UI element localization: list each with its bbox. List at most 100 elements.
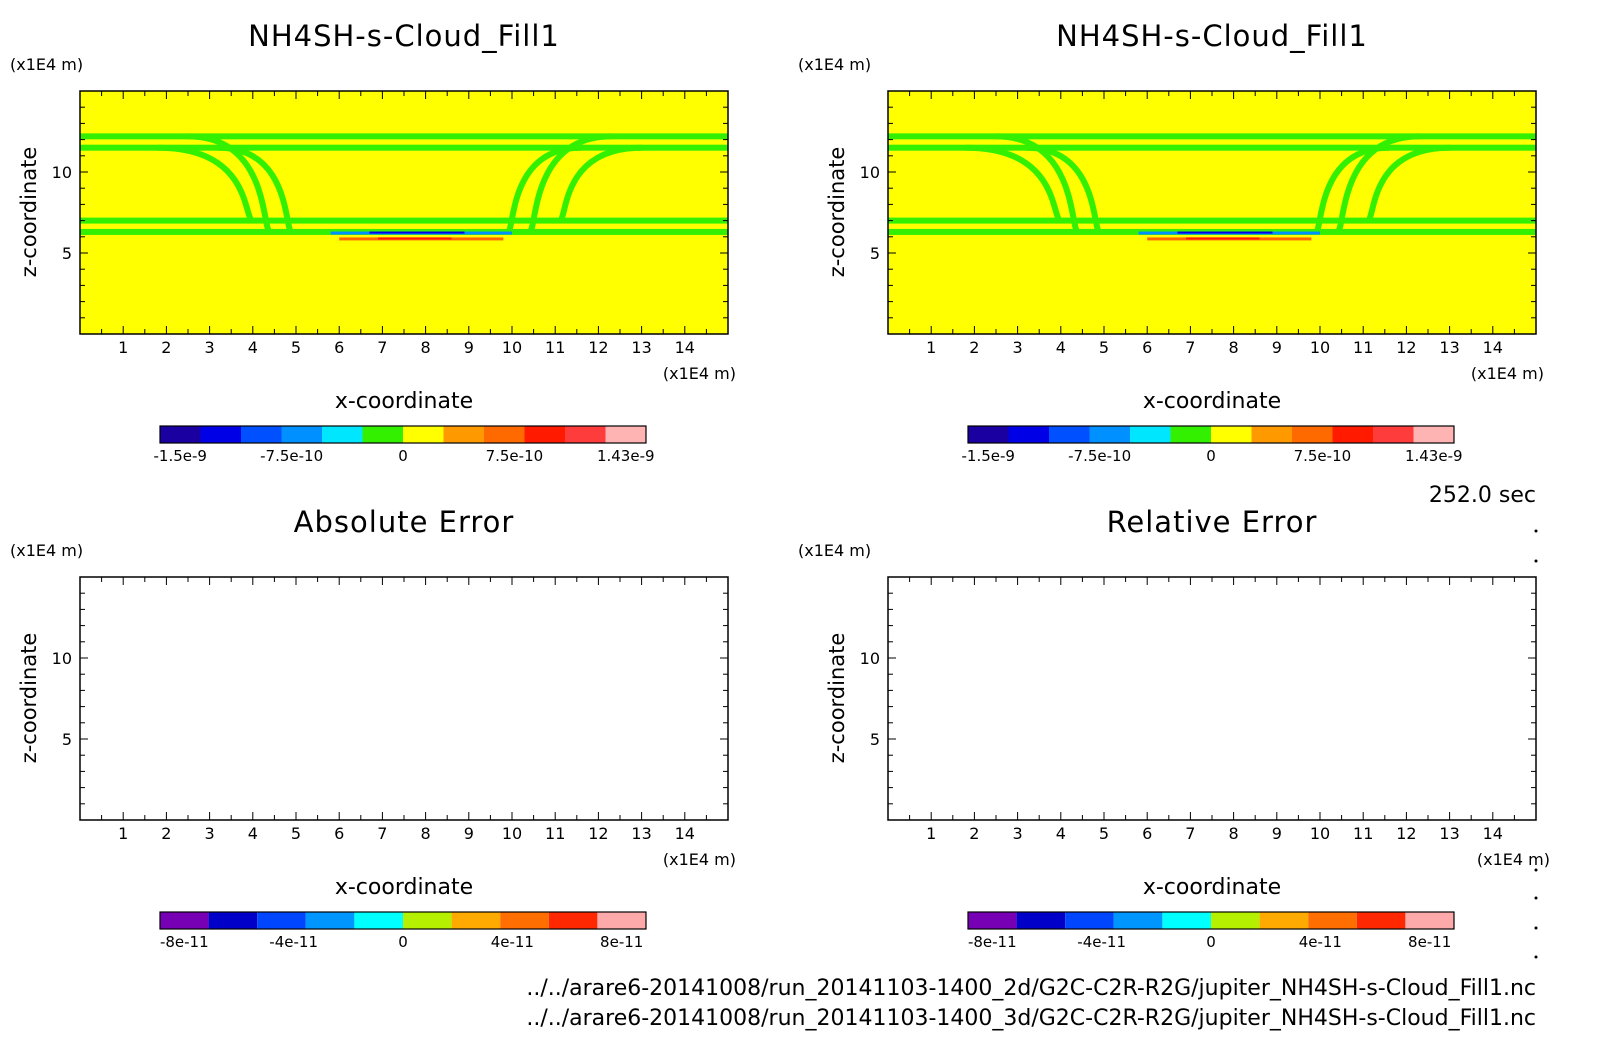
x-tick-label: 10 xyxy=(502,338,522,357)
colorbar-swatch xyxy=(1008,426,1049,443)
panel-bottom-left: Absolute Error (x1E4 m) 1 2 3 4 5 6 7 8 9 10 11 12 1… xyxy=(10,505,736,951)
colorbar-label: 4e-11 xyxy=(491,933,534,951)
colorbar-swatch xyxy=(281,426,322,443)
y-unit-label: (x1E4 m) xyxy=(798,55,871,74)
y-axis-label: z-coordinate xyxy=(825,633,849,764)
margin-dots xyxy=(1534,529,1538,959)
colorbar-label: -8e-11 xyxy=(160,933,209,951)
x-tick-label: 14 xyxy=(1483,824,1503,843)
x-tick-label: 6 xyxy=(1142,338,1152,357)
x-tick-label: 9 xyxy=(1272,338,1282,357)
cloud-band xyxy=(80,217,728,224)
colorbar-swatch xyxy=(1373,426,1414,443)
x-tick-label: 10 xyxy=(502,824,522,843)
x-tick-label: 3 xyxy=(205,338,215,357)
y-unit-label: (x1E4 m) xyxy=(10,55,83,74)
x-tick-label: 14 xyxy=(675,824,695,843)
x-tick-label: 6 xyxy=(334,824,344,843)
panel-title: NH4SH-s-Cloud_Fill1 xyxy=(248,19,560,53)
positive-anomaly-core xyxy=(378,237,452,240)
file-path-line-2: ../../arare6-20141008/run_20141103-1400_… xyxy=(526,1006,1536,1031)
x-tick-label: 4 xyxy=(248,338,258,357)
colorbar-label: -1.5e-9 xyxy=(154,447,207,465)
x-axis-label: x-coordinate xyxy=(335,389,473,414)
y-unit-label: (x1E4 m) xyxy=(10,541,83,560)
x-tick-label: 12 xyxy=(1396,824,1416,843)
panel-title: Relative Error xyxy=(1107,505,1318,539)
x-tick-label: 6 xyxy=(334,338,344,357)
panel-top-right: NH4SH-s-Cloud_Fill1 (x1E4 m) 1 2 3 4 5 6 7 8 9 10… xyxy=(798,19,1544,465)
x-unit-label: (x1E4 m) xyxy=(1471,364,1544,383)
y-axis-label: z-coordinate xyxy=(17,147,41,278)
cloud-curve xyxy=(526,133,612,235)
colorbar-label: 0 xyxy=(398,447,408,465)
colorbar: -8e-11 -4e-11 0 4e-11 8e-11 xyxy=(967,911,1455,951)
colorbar-swatch xyxy=(1065,912,1114,929)
x-tick-label: 14 xyxy=(1483,338,1503,357)
colorbar-swatch xyxy=(305,912,355,929)
colorbar-swatch xyxy=(1251,426,1292,443)
x-tick-label: 3 xyxy=(205,824,215,843)
negative-anomaly-core xyxy=(369,231,465,234)
colorbar-swatch xyxy=(1405,912,1454,929)
x-unit-label: (x1E4 m) xyxy=(663,850,736,869)
colorbar-swatch xyxy=(597,912,646,929)
x-tick-label: 8 xyxy=(421,824,431,843)
colorbar-swatch xyxy=(605,426,646,443)
field-background xyxy=(80,91,728,334)
colorbar-swatch xyxy=(1211,912,1260,929)
x-tick-label: 9 xyxy=(464,338,474,357)
y-axis-label: z-coordinate xyxy=(17,633,41,764)
x-tick-label: 6 xyxy=(1142,824,1152,843)
x-tick-label: 11 xyxy=(545,338,565,357)
positive-anomaly-core xyxy=(1186,237,1260,240)
colorbar-swatch xyxy=(1130,426,1171,443)
colorbar-swatch xyxy=(548,912,598,929)
x-tick-label: 11 xyxy=(1353,338,1373,357)
x-tick-label: 1 xyxy=(926,338,936,357)
colorbar-swatch xyxy=(484,426,525,443)
colorbar-swatch xyxy=(451,912,501,929)
x-tick-label: 12 xyxy=(1396,338,1416,357)
colorbar-swatch xyxy=(1162,912,1211,929)
x-tick-label: 8 xyxy=(421,338,431,357)
colorbar-label: 8e-11 xyxy=(600,933,643,951)
cloud-curve xyxy=(965,144,1063,224)
colorbar-swatch xyxy=(403,912,452,929)
x-tick-label: 4 xyxy=(248,824,258,843)
colorbar-swatch xyxy=(241,426,282,443)
colorbar: -1.5e-9 -7.5e-10 0 7.5e-10 1.43e-9 xyxy=(154,425,655,465)
colorbar-label: -8e-11 xyxy=(968,933,1017,951)
colorbar-swatch xyxy=(524,426,565,443)
colorbar-swatch xyxy=(1292,426,1333,443)
panel-top-left: NH4SH-s-Cloud_Fill1 (x1E4 m) 1 2 3 4 5 6 7 8 9 10… xyxy=(10,19,736,465)
x-tick-label: 7 xyxy=(1185,338,1195,357)
y-tick-label: 10 xyxy=(860,649,880,668)
colorbar-swatch xyxy=(354,912,403,929)
colorbar-swatch xyxy=(1259,912,1309,929)
colorbar-swatch xyxy=(1332,426,1373,443)
colorbar-swatch xyxy=(208,912,258,929)
x-tick-label: 4 xyxy=(1056,824,1066,843)
y-tick-label: 5 xyxy=(870,244,880,263)
colorbar-swatch xyxy=(1016,912,1066,929)
field-background xyxy=(888,91,1536,334)
x-tick-label: 3 xyxy=(1013,338,1023,357)
x-tick-label: 1 xyxy=(118,824,128,843)
x-tick-label: 5 xyxy=(1099,824,1109,843)
x-axis-label: x-coordinate xyxy=(1143,389,1281,414)
colorbar-swatch xyxy=(322,426,363,443)
x-tick-label: 8 xyxy=(1229,338,1239,357)
cloud-band xyxy=(80,144,728,151)
colorbar-label: 1.43e-9 xyxy=(1405,447,1463,465)
cloud-band xyxy=(888,144,1536,151)
colorbar-swatch xyxy=(1089,426,1130,443)
cloud-band xyxy=(888,217,1536,224)
cloud-curve xyxy=(1026,144,1103,235)
x-tick-label: 11 xyxy=(545,824,565,843)
x-tick-label: 11 xyxy=(1353,824,1373,843)
y-tick-label: 5 xyxy=(62,730,72,749)
